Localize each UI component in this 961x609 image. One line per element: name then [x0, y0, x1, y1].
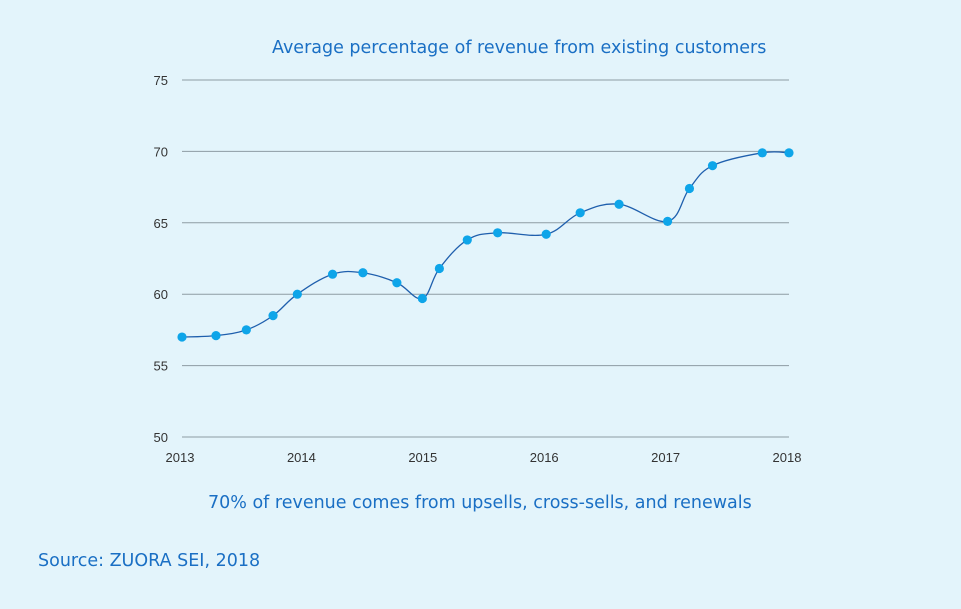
data-point	[541, 229, 551, 239]
data-points	[177, 148, 794, 342]
x-axis-ticks: 2013 2014 2015 2016 2017 2018	[166, 450, 802, 465]
data-point	[684, 183, 695, 194]
y-tick-label: 75	[154, 73, 168, 88]
data-point	[268, 311, 278, 321]
data-point	[707, 161, 718, 171]
y-tick-label: 65	[154, 216, 168, 231]
x-tick-label: 2014	[287, 450, 316, 465]
x-tick-label: 2016	[530, 450, 559, 465]
y-tick-label: 60	[154, 287, 168, 302]
data-point	[211, 331, 221, 341]
y-tick-label: 55	[154, 359, 168, 374]
x-tick-label: 2015	[408, 450, 437, 465]
data-point	[177, 332, 187, 342]
data-point	[327, 269, 338, 279]
y-tick-label: 70	[154, 144, 168, 159]
data-point	[434, 263, 444, 274]
data-point	[493, 228, 503, 238]
data-point	[417, 293, 427, 304]
data-point	[462, 235, 472, 245]
data-point	[757, 148, 767, 158]
source-note: Source: ZUORA SEI, 2018	[38, 551, 261, 571]
data-point	[575, 208, 585, 218]
data-point	[358, 268, 368, 278]
chart-title: Average percentage of revenue from exist…	[272, 38, 767, 58]
y-axis-ticks: 50 55 60 65 70 75	[154, 73, 168, 445]
gridlines	[182, 79, 789, 438]
data-point	[292, 289, 302, 299]
data-point	[784, 148, 794, 158]
y-tick-label: 50	[154, 430, 168, 445]
data-point	[614, 199, 624, 209]
x-tick-label: 2017	[651, 450, 680, 465]
x-tick-label: 2018	[773, 450, 802, 465]
chart-subtitle: 70% of revenue comes from upsells, cross…	[208, 493, 752, 513]
data-point	[241, 325, 251, 335]
data-point	[663, 216, 673, 226]
data-point	[392, 278, 402, 288]
series-line	[181, 151, 790, 338]
x-tick-label: 2013	[166, 450, 195, 465]
